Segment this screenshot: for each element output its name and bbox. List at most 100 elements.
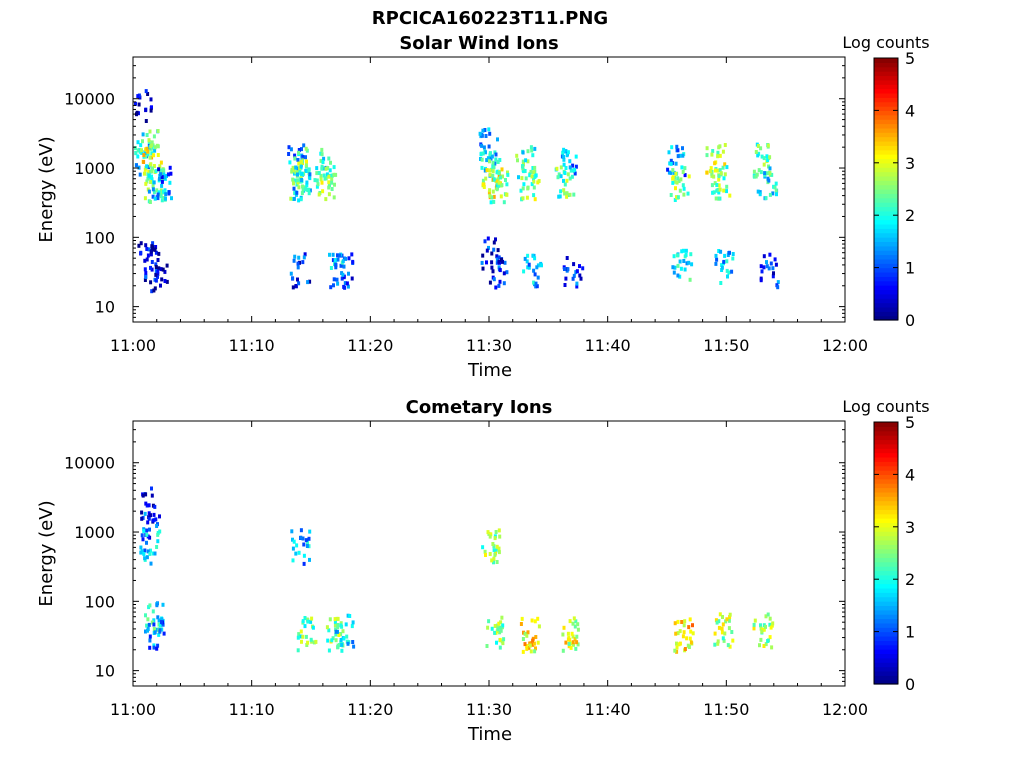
heatmap-cell: [576, 622, 580, 627]
heatmap-cell: [521, 165, 525, 170]
heatmap-cell: [158, 628, 162, 633]
heatmap-cell: [296, 178, 300, 183]
colorbar-segment: [874, 513, 898, 519]
heatmap-cell: [678, 629, 682, 634]
heatmap-cell: [572, 273, 576, 278]
colorbar-segment: [874, 592, 898, 598]
colorbar-tick-label: 1: [905, 623, 915, 642]
heatmap-cells: [139, 486, 775, 654]
heatmap-cell: [499, 620, 503, 625]
heatmap-cell: [487, 619, 491, 624]
x-axis-label: Time: [467, 724, 512, 745]
heatmap-cell: [683, 173, 687, 178]
colorbar-segment: [874, 132, 898, 138]
colorbar-segment: [874, 657, 898, 663]
heatmap-cell: [344, 256, 348, 261]
colorbar-tick-label: 2: [905, 570, 915, 589]
heatmap-cell: [498, 534, 502, 539]
heatmap-cell: [147, 138, 151, 143]
heatmap-cell: [492, 165, 496, 170]
colorbar-segment: [874, 223, 898, 229]
heatmap-cell: [325, 625, 329, 630]
heatmap-cell: [759, 264, 763, 269]
heatmap-cell: [297, 161, 301, 166]
heatmap-cell: [710, 173, 714, 178]
heatmap-cell: [722, 176, 726, 181]
heatmap-cell: [145, 257, 149, 262]
heatmap-cell: [774, 188, 778, 193]
heatmap-cell: [488, 159, 491, 164]
heatmap-cell: [756, 153, 760, 158]
colorbar-label: Log counts: [842, 33, 929, 52]
heatmap-cell: [681, 146, 684, 151]
heatmap-cell: [350, 252, 354, 257]
heatmap-cell: [730, 630, 734, 634]
heatmap-cell: [144, 629, 147, 634]
colorbar-segment: [874, 58, 898, 63]
heatmap-cell: [572, 262, 576, 267]
heatmap-cell: [337, 633, 341, 637]
heatmap-cell: [535, 265, 539, 270]
heatmap-cell: [505, 182, 509, 187]
heatmap-cell: [162, 172, 166, 177]
heatmap-cell: [773, 185, 777, 190]
heatmap-cell: [140, 148, 143, 153]
colorbar-segment: [874, 119, 898, 125]
heatmap-cell: [712, 190, 716, 195]
heatmap-cell: [148, 603, 152, 608]
heatmap-cell: [500, 257, 503, 262]
heatmap-cell: [494, 157, 498, 162]
heatmap-cell: [573, 637, 577, 642]
colorbar-segment: [874, 500, 898, 506]
heatmap-cell: [481, 128, 485, 133]
heatmap-cell: [492, 247, 496, 252]
heatmap-cell: [340, 648, 344, 653]
heatmap-cell: [713, 161, 717, 166]
heatmap-cell: [309, 637, 313, 642]
heatmap-cell: [672, 254, 676, 259]
heatmap-cell: [480, 133, 484, 137]
colorbar-segment: [874, 293, 898, 299]
heatmap-cell: [764, 614, 768, 619]
heatmap-cell: [488, 534, 492, 539]
heatmap-cell: [684, 252, 688, 257]
heatmap-cell: [160, 627, 164, 632]
heatmap-cell: [154, 169, 158, 174]
heatmap-cell: [320, 166, 324, 171]
heatmap-cell: [561, 150, 565, 155]
colorbar-segment: [874, 679, 898, 685]
heatmap-cell: [159, 188, 163, 193]
heatmap-cell: [299, 629, 303, 634]
heatmap-cell: [491, 542, 495, 546]
heatmap-cell: [151, 609, 155, 614]
heatmap-cell: [497, 528, 501, 533]
heatmap-cell: [532, 170, 536, 175]
heatmap-cell: [344, 622, 348, 627]
colorbar-segment: [874, 167, 898, 173]
heatmap-cell: [299, 634, 303, 639]
heatmap-cell: [709, 166, 713, 171]
heatmap-cell: [292, 196, 296, 201]
heatmap-cell: [137, 243, 141, 248]
heatmap-cell: [501, 623, 505, 628]
heatmap-cell: [291, 165, 295, 170]
heatmap-cell: [515, 153, 519, 158]
heatmap-cell: [297, 550, 301, 555]
heatmap-cell: [160, 617, 164, 622]
heatmap-cell: [491, 269, 495, 274]
heatmap-cell: [575, 640, 579, 645]
heatmap-cell: [722, 188, 726, 193]
heatmap-cell: [488, 193, 492, 198]
heatmap-cell: [146, 176, 150, 181]
heatmap-cell: [301, 619, 305, 624]
heatmap-cell: [497, 171, 501, 175]
heatmap-cell: [292, 539, 296, 544]
heatmap-cell: [497, 621, 501, 626]
heatmap-cell: [153, 148, 157, 153]
heatmap-cell: [483, 168, 487, 173]
heatmap-cell: [327, 185, 331, 190]
heatmap-cell: [325, 172, 329, 177]
heatmap-cell: [687, 174, 691, 179]
colorbar-segment: [874, 557, 898, 563]
colorbar-segment: [874, 106, 898, 111]
